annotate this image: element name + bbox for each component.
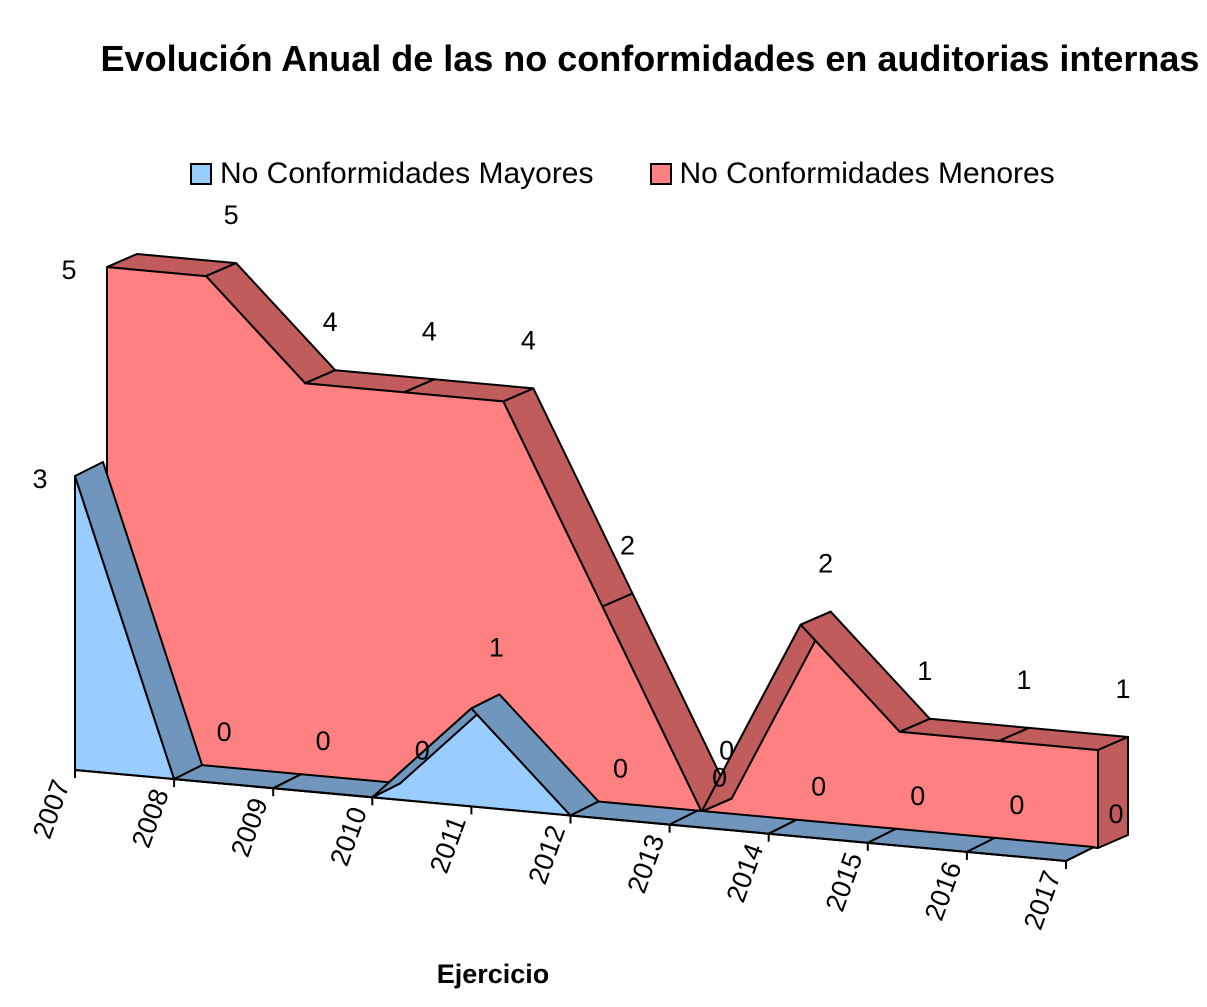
data-label-mayores-2017: 0	[1108, 799, 1123, 829]
data-label-menores-2010: 4	[422, 316, 437, 346]
data-label-menores-2011: 4	[521, 325, 536, 355]
x-axis-title: Ejercicio	[437, 959, 550, 989]
data-label-menores-2013: 0	[719, 736, 734, 766]
legend-swatch-mayores	[190, 163, 212, 185]
data-label-mayores-2016: 0	[1009, 790, 1024, 820]
data-label-mayores-2010: 0	[415, 735, 430, 765]
area-cap-menores	[1097, 736, 1129, 849]
data-label-menores-2009: 4	[323, 307, 338, 337]
legend-swatch-menores	[649, 163, 672, 185]
x-tick-label-2011: 2011	[424, 812, 472, 877]
data-label-menores-2016: 1	[1016, 665, 1031, 695]
data-label-mayores-2013: 0	[712, 763, 727, 793]
data-label-mayores-2007: 3	[32, 464, 47, 494]
x-tick-label-2008: 2008	[126, 785, 175, 852]
data-label-menores-2014: 2	[818, 549, 833, 579]
x-tick-label-2013: 2013	[621, 830, 670, 897]
legend-item-menores: No Conformidades Menores	[649, 157, 1055, 191]
data-label-menores-2008: 5	[224, 200, 239, 230]
chart-title: Evolución Anual de las no conformidades …	[100, 38, 1200, 79]
data-label-menores-2015: 1	[917, 656, 932, 686]
legend-label-menores: No Conformidades Menores	[679, 157, 1055, 190]
series-mayores	[74, 461, 1095, 862]
x-tick-label-2012: 2012	[522, 821, 571, 888]
data-label-mayores-2009: 0	[316, 726, 331, 756]
area-cap-mayores	[1065, 846, 1095, 862]
x-tick-label-2017: 2017	[1018, 867, 1067, 934]
data-label-mayores-2014: 0	[811, 772, 826, 802]
series-menores	[106, 253, 1129, 849]
x-tick-label-2010: 2010	[324, 803, 373, 870]
data-label-menores-2007: 5	[61, 255, 76, 285]
legend-item-mayores: No Conformidades Mayores	[190, 157, 594, 191]
data-label-menores-2017: 1	[1115, 674, 1130, 704]
data-label-mayores-2012: 0	[613, 754, 628, 784]
legend-label-mayores: No Conformidades Mayores	[220, 157, 594, 190]
legend: No Conformidades Mayores No Conformidade…	[190, 156, 1111, 192]
data-label-mayores-2008: 0	[217, 717, 232, 747]
data-label-mayores-2011: 1	[489, 632, 504, 662]
x-tick-label-2007: 2007	[27, 776, 76, 843]
data-label-mayores-2015: 0	[910, 781, 925, 811]
x-tick-label-2016: 2016	[919, 858, 968, 925]
x-tick-label-2009: 2009	[225, 794, 274, 861]
x-tick-label-2015: 2015	[820, 849, 869, 916]
data-label-menores-2012: 2	[620, 531, 635, 561]
x-tick-label-2014: 2014	[721, 839, 770, 906]
